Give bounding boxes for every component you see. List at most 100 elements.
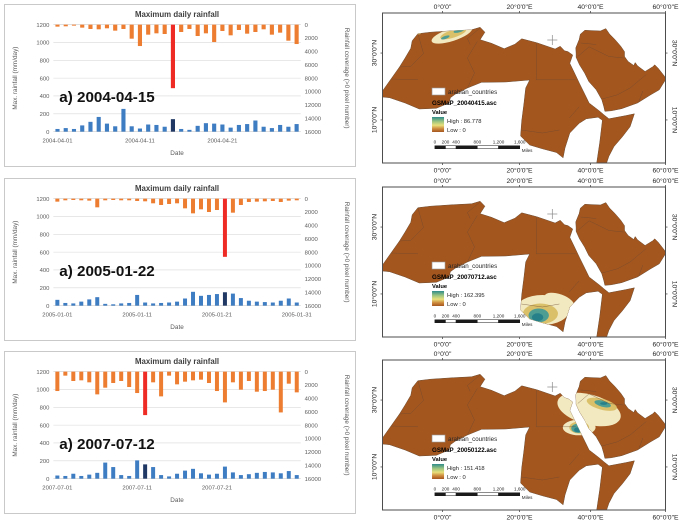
legend-color-ramp [432, 116, 445, 132]
coverage-bar [103, 198, 108, 200]
left-axis-tick-label: 0 [46, 303, 50, 309]
coverage-bar [159, 371, 164, 397]
coverage-bar [104, 24, 110, 29]
max-rainfall-bar [135, 460, 140, 479]
coverage-bar [246, 198, 251, 202]
coverage-bar [199, 371, 203, 380]
x-axis-tick-label: 2007-07-11 [122, 486, 152, 492]
longitude-label-bottom: 60°0'0"E [652, 166, 678, 173]
max-rainfall-bar [113, 126, 118, 132]
right-axis-tick-label: 2000 [305, 36, 319, 42]
legend-layer-swatch [431, 261, 446, 269]
coverage-bar [262, 371, 267, 392]
coverage-bar [179, 24, 184, 32]
max-rainfall-bar [167, 302, 172, 306]
coverage-bar [137, 24, 143, 47]
coverage-bar [175, 371, 180, 385]
longitude-label-top: 20°0'0"E [506, 350, 532, 358]
coverage-bar [254, 371, 259, 393]
left-axis-tick-label: 1000 [36, 388, 50, 394]
coverage-bar [286, 24, 291, 41]
coverage-bar [278, 198, 283, 202]
longitude-label-top: 40°0'0"E [577, 177, 603, 185]
max-rainfall-bar [294, 475, 299, 479]
rainfall-chart-panel-2: 0 200 400 600 800 1000 1200 0 2000 4000 6000 8000 10… [4, 177, 356, 341]
country-border [521, 129, 560, 134]
left-axis-tick-label: 800 [40, 406, 51, 412]
legend-layer-swatch [431, 435, 446, 443]
left-axis-tick-label: 1000 [36, 214, 50, 220]
country-border [577, 46, 624, 59]
max-rainfall-bar [245, 124, 250, 132]
scalebar-tick-label: 1,200 [493, 487, 505, 492]
coverage-bar [262, 198, 267, 201]
right-axis-tick-label: 4000 [305, 223, 319, 229]
coverage-bar [187, 24, 192, 29]
right-axis-tick-label: 16000 [305, 477, 322, 483]
max-rainfall-bar [121, 108, 126, 132]
max-rainfall-bar [278, 300, 283, 306]
max-rainfall-bar [222, 466, 227, 479]
scalebar-segment [434, 492, 446, 497]
longitude-label-bottom: 60°0'0"E [652, 340, 678, 347]
coverage-bar [95, 371, 100, 395]
coverage-bar [71, 24, 77, 26]
coverage-bar [214, 371, 219, 392]
scalebar-segment [477, 319, 499, 323]
scalebar-segment [498, 145, 521, 149]
coverage-bar [245, 24, 250, 34]
coverage-bar [191, 371, 196, 381]
rainfall-blob-core [531, 312, 544, 321]
coverage-bar [183, 198, 188, 208]
coverage-bar [222, 371, 227, 403]
max-rainfall-bar [220, 124, 225, 132]
coverage-bar [199, 198, 203, 209]
longitude-label-bottom: 60°0'0"E [652, 514, 678, 521]
country-border [580, 216, 597, 219]
coverage-bar [63, 198, 68, 200]
scalebar-segment [477, 492, 499, 497]
max-rainfall-bar [129, 126, 134, 132]
coverage-bar [230, 371, 235, 383]
coverage-bar [159, 198, 164, 205]
latitude-label-right: 30°0'0"N [670, 214, 678, 240]
coverage-bar [71, 198, 76, 200]
latitude-label-left: 30°0'0"N [371, 387, 379, 413]
max-rainfall-bar [270, 302, 275, 306]
latitude-label-right: 30°0'0"N [670, 40, 678, 66]
coverage-bar [167, 198, 172, 204]
max-rainfall-bar [137, 128, 143, 132]
figure-row-1: 0 200 400 600 800 1000 1200 0 2000 4000 6000 8000 10… [0, 0, 685, 174]
scalebar-tick-label: 0 [434, 487, 437, 492]
max-rainfall-bar [183, 298, 188, 306]
coverage-bar [129, 24, 134, 39]
max-rainfall-bar [103, 303, 108, 306]
coverage-bar [71, 371, 76, 382]
legend-low-value: Low : 0 [447, 302, 466, 308]
max-rainfall-bar [95, 473, 100, 479]
country-border [390, 252, 418, 254]
chart-title: Maximum daily rainfall [135, 183, 219, 192]
figure-row-3: 0 200 400 600 800 1000 1200 0 2000 4000 6000 8000 10… [0, 347, 685, 521]
longitude-label-bottom: 0°0'0" [434, 514, 452, 521]
latitude-label-right: 10°0'0"N [670, 107, 678, 133]
max-rainfall-bar [286, 298, 291, 306]
coverage-bar [220, 24, 225, 31]
max-rainfall-bar [119, 475, 124, 479]
right-axis-title: Rainfall coverage (>0 pixel number) [343, 201, 350, 302]
left-axis-tick-label: 1000 [36, 41, 50, 47]
map-frame [382, 359, 666, 511]
coverage-bar [111, 371, 116, 384]
coverage-bar [119, 371, 124, 382]
max-rainfall-bar [238, 297, 243, 306]
coverage-bar [294, 371, 299, 393]
left-axis-tick-label: 200 [40, 459, 51, 465]
longitude-label-bottom: 40°0'0"E [577, 514, 603, 521]
country-border [521, 303, 560, 307]
coverage-bar [246, 371, 251, 382]
longitude-label-bottom: 40°0'0"E [577, 166, 603, 173]
map-frame [382, 12, 666, 164]
left-axis-tick-label: 800 [40, 58, 51, 64]
right-axis-tick-label: 6000 [305, 410, 319, 416]
